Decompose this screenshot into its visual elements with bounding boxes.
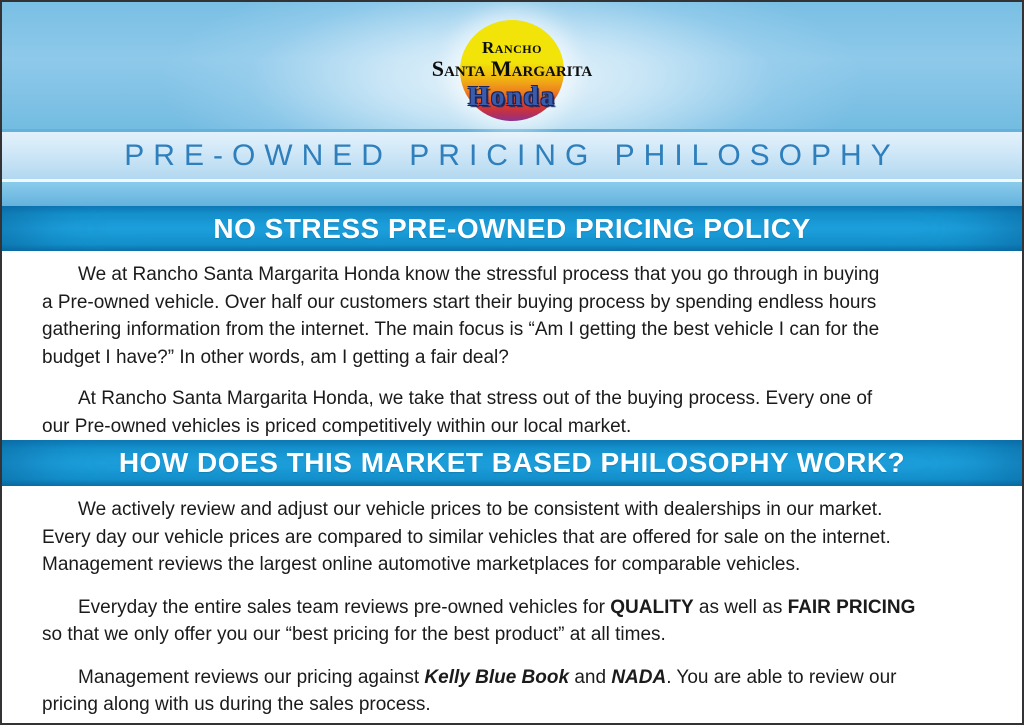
text-segment: QUALITY: [610, 596, 694, 618]
text-segment: Every day our vehicle prices are compare…: [42, 526, 891, 548]
page-title-band: PRE-OWNED PRICING PHILOSOPHY: [2, 129, 1022, 179]
sub-band: [2, 182, 1022, 206]
page-title: PRE-OWNED PRICING PHILOSOPHY: [124, 138, 900, 172]
paragraph: At Rancho Santa Margarita Honda, we take…: [42, 385, 982, 440]
text-segment: We at Rancho Santa Margarita Honda know …: [78, 264, 880, 285]
text-segment: FAIR PRICING: [787, 596, 916, 618]
paragraph: We at Rancho Santa Margarita Honda know …: [42, 261, 982, 371]
section-banner-label: HOW DOES THIS MARKET BASED PHILOSOPHY WO…: [118, 447, 906, 478]
text-segment: At Rancho Santa Margarita Honda, we take…: [78, 388, 873, 409]
text-segment: as well as: [693, 596, 788, 618]
text-segment: Kelly Blue Book: [424, 666, 570, 688]
dealer-logo-text: Rancho Santa Margarita Honda: [402, 22, 622, 110]
dealer-name-line1: Rancho: [482, 38, 542, 57]
text-segment: . You are able to review our: [666, 666, 897, 688]
text-segment: a Pre-owned vehicle. Over half our custo…: [42, 291, 877, 313]
dealer-logo-sun-icon: [460, 20, 564, 121]
text-segment: gathering information from the internet.…: [42, 319, 880, 340]
text-segment: budget I have?” In other words, am I get…: [42, 346, 509, 368]
text-segment: so that we only offer you our “best pric…: [42, 624, 666, 645]
text-segment: and: [569, 666, 612, 688]
paragraph: We actively review and adjust our vehicl…: [42, 496, 982, 579]
divider-line: [2, 179, 1022, 182]
flyer-header: Rancho Santa Margarita Honda: [2, 2, 1022, 129]
dealer-name-line2: Santa Margarita: [431, 56, 593, 81]
paragraph: Everyday the entire sales team reviews p…: [42, 594, 982, 649]
text-segment: We actively review and adjust our vehicl…: [78, 499, 883, 520]
section-banner-label: NO STRESS PRE-OWNED PRICING POLICY: [213, 212, 811, 244]
text-segment: pricing along with us during the sales p…: [42, 694, 431, 715]
paragraph: Management reviews our pricing against K…: [42, 664, 982, 719]
text-segment: NADA: [611, 666, 667, 688]
section-banner-no-stress: NO STRESS PRE-OWNED PRICING POLICY: [2, 206, 1022, 251]
section-banner-market-philosophy: HOW DOES THIS MARKET BASED PHILOSOPHY WO…: [2, 440, 1022, 486]
text-segment: Management reviews the largest online au…: [42, 554, 801, 575]
section-market-philosophy-body: We actively review and adjust our vehicl…: [2, 486, 1022, 719]
text-segment: our Pre-owned vehicles is priced competi…: [42, 415, 632, 437]
text-segment: Management reviews our pricing against: [78, 666, 425, 688]
text-segment: Everyday the entire sales team reviews p…: [78, 596, 611, 618]
section-no-stress-body: We at Rancho Santa Margarita Honda know …: [2, 251, 1022, 440]
dealer-brand-honda: Honda: [467, 81, 557, 111]
